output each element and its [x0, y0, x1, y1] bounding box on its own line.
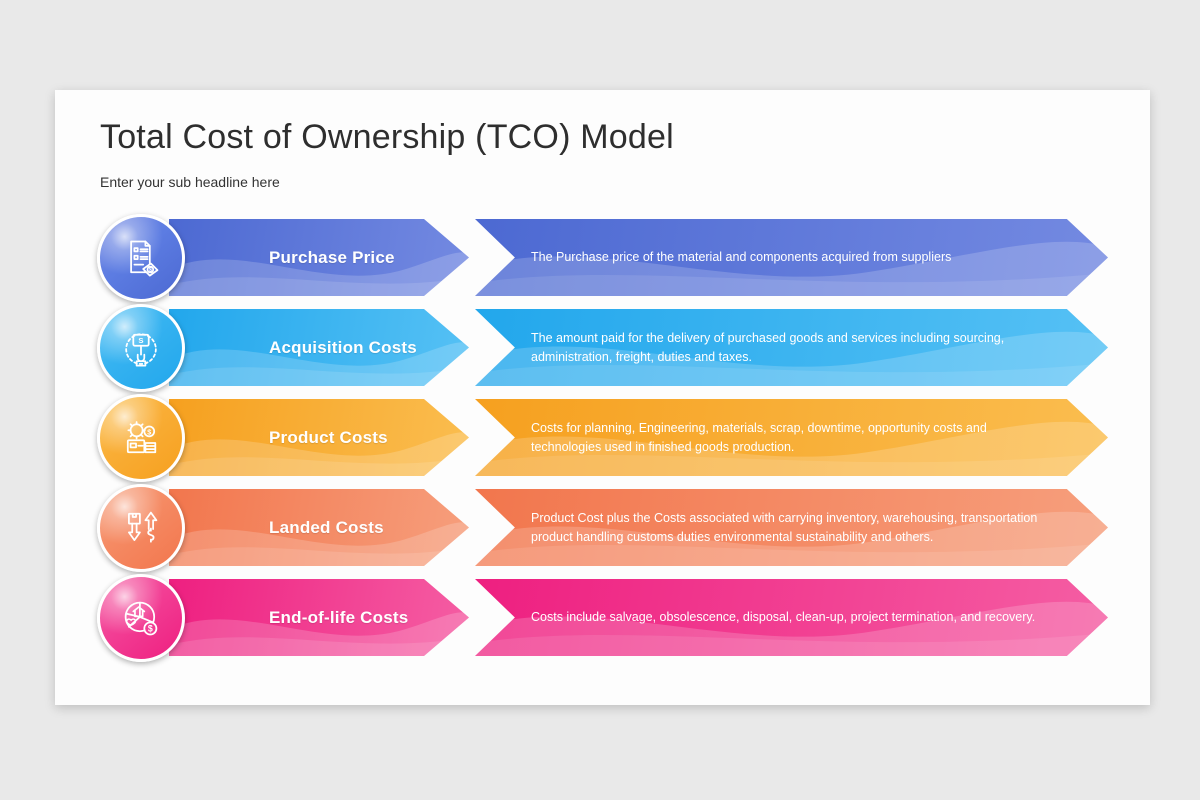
row-end-of-life-costs: $ End-of-life Costs Costs include salvag…	[97, 574, 1108, 662]
acquisition-costs-title-arrow: Acquisition Costs	[169, 309, 469, 386]
row-label: Product Costs	[269, 427, 388, 447]
slide-card: Total Cost of Ownership (TCO) Model Ente…	[55, 90, 1150, 705]
row-label: Landed Costs	[269, 517, 384, 537]
row-product-costs: $ Product Costs Costs f	[97, 394, 1108, 482]
acquisition-costs-desc-arrow: The amount paid for the delivery of purc…	[475, 309, 1108, 386]
page-subtitle: Enter your sub headline here	[100, 174, 280, 190]
row-label: End-of-life Costs	[269, 607, 409, 627]
wave-decoration	[475, 601, 1108, 656]
svg-text:$: $	[147, 428, 151, 436]
row-description: Product Cost plus the Costs associated w…	[531, 510, 1038, 544]
wave-decoration	[475, 421, 1108, 476]
acquisition-costs-circle: S	[97, 304, 185, 392]
wave-decoration	[475, 241, 1108, 296]
wave-decoration	[169, 612, 469, 656]
svg-text:$: $	[149, 268, 152, 274]
row-description: The amount paid for the delivery of purc…	[531, 330, 1005, 364]
wave-decoration	[169, 432, 469, 476]
svg-text:$: $	[148, 624, 153, 634]
tco-rows: $ Purchase Price The Purchase price of t…	[97, 214, 1108, 664]
purchase-price-desc-arrow: The Purchase price of the material and c…	[475, 219, 1108, 296]
svg-text:S: S	[138, 336, 143, 345]
row-label: Acquisition Costs	[269, 337, 417, 357]
row-description: The Purchase price of the material and c…	[531, 250, 952, 265]
gear-box-coins-icon: $	[126, 421, 157, 454]
purchase-price-circle: $	[97, 214, 185, 302]
wave-decoration	[169, 252, 469, 296]
landed-costs-desc-arrow: Product Cost plus the Costs associated w…	[475, 489, 1108, 566]
product-costs-title-arrow: Product Costs	[169, 399, 469, 476]
row-acquisition-costs: S Acquisition Costs The amount pai	[97, 304, 1108, 392]
pie-house-dollar-icon: $	[124, 601, 158, 636]
row-label: Purchase Price	[269, 247, 395, 267]
product-costs-circle: $	[97, 394, 185, 482]
row-description: Costs for planning, Engineering, materia…	[531, 420, 987, 454]
end-of-life-costs-desc-arrow: Costs include salvage, obsolescence, dis…	[475, 579, 1108, 656]
package-arrows-dollar-icon	[128, 511, 158, 543]
landed-costs-circle	[97, 484, 185, 572]
wave-decoration	[475, 511, 1108, 566]
row-purchase-price: $ Purchase Price The Purchase price of t…	[97, 214, 1108, 302]
end-of-life-costs-circle: $	[97, 574, 185, 662]
end-of-life-costs-title-arrow: End-of-life Costs	[169, 579, 469, 656]
wave-decoration	[475, 331, 1108, 386]
document-price-tag-icon: $	[130, 240, 159, 277]
purchase-price-title-arrow: Purchase Price	[169, 219, 469, 296]
row-description: Costs include salvage, obsolescence, dis…	[531, 610, 1036, 625]
page-title: Total Cost of Ownership (TCO) Model	[100, 118, 674, 156]
wave-decoration	[169, 522, 469, 566]
wave-decoration	[169, 342, 469, 386]
hand-press-dollar-key-icon: S	[125, 333, 157, 367]
landed-costs-title-arrow: Landed Costs	[169, 489, 469, 566]
row-landed-costs: Landed Costs Product Cost plus the Costs…	[97, 484, 1108, 572]
product-costs-desc-arrow: Costs for planning, Engineering, materia…	[475, 399, 1108, 476]
